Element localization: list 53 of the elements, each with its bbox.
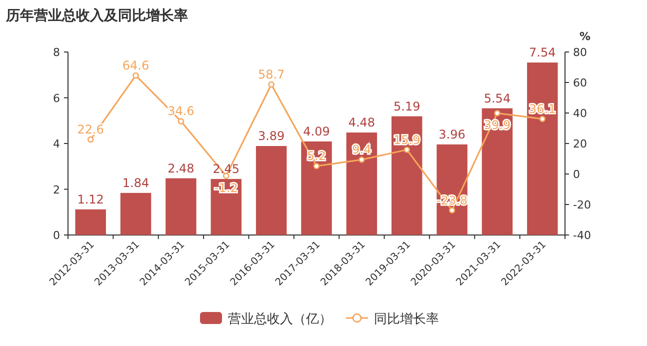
y2-tick-label: -20 — [573, 198, 591, 212]
y-tick-label: 4 — [53, 138, 60, 150]
data-label: 5.54 — [484, 91, 511, 106]
y2-tick-label: 0 — [573, 168, 580, 181]
data-label: 4.09 — [303, 124, 330, 138]
data-label: 1.84 — [122, 176, 150, 190]
data-label: 36.1 — [529, 102, 556, 116]
y2-axis-title: % — [579, 30, 591, 43]
bar — [482, 108, 513, 235]
y-tick-label: 0 — [53, 229, 60, 242]
point — [404, 146, 410, 153]
data-label: 3.89 — [258, 129, 285, 144]
point — [132, 72, 139, 79]
data-label: 7.54 — [529, 46, 556, 60]
point — [448, 207, 456, 214]
y2-tick-label: 20 — [573, 138, 587, 150]
y2-tick-label: 40 — [573, 107, 587, 120]
y2-tick-label: -40 — [573, 229, 591, 242]
point — [178, 118, 184, 124]
data-label: 3.96 — [438, 127, 466, 142]
data-label: 58.7 — [258, 67, 285, 82]
point — [358, 156, 365, 163]
data-label: 64.6 — [122, 58, 150, 72]
bar — [346, 132, 378, 235]
data-label: 1.12 — [77, 192, 104, 206]
bar — [301, 141, 332, 235]
y-tick-label: 2 — [53, 183, 60, 196]
bar — [436, 144, 468, 235]
y-tick-label: 6 — [53, 92, 60, 105]
bar — [75, 209, 106, 235]
y-tick-label: 8 — [53, 46, 60, 59]
data-label: 5.19 — [394, 99, 420, 114]
point — [313, 162, 320, 170]
bar — [166, 178, 196, 235]
y2-tick-label: 80 — [573, 46, 587, 59]
data-label: 9.4 — [352, 142, 372, 157]
legend-label: 营业总收入（亿） — [228, 312, 332, 327]
data-label: 4.48 — [348, 116, 376, 130]
data-label: -1.2 — [214, 180, 238, 195]
data-label: 5.2 — [306, 149, 326, 164]
chart-title: 历年营业总收入及同比增长率 — [5, 7, 188, 24]
legend-label: 同比增长率 — [374, 311, 439, 327]
bar — [120, 192, 152, 235]
bar — [392, 116, 422, 235]
data-label: 2.48 — [168, 161, 194, 176]
data-label: 15.9 — [394, 132, 420, 147]
y2-tick-label: 60 — [573, 76, 587, 90]
bar — [256, 146, 287, 235]
bar — [527, 62, 558, 235]
point — [494, 110, 500, 116]
point — [87, 136, 94, 143]
point — [539, 116, 546, 122]
point — [268, 81, 274, 88]
